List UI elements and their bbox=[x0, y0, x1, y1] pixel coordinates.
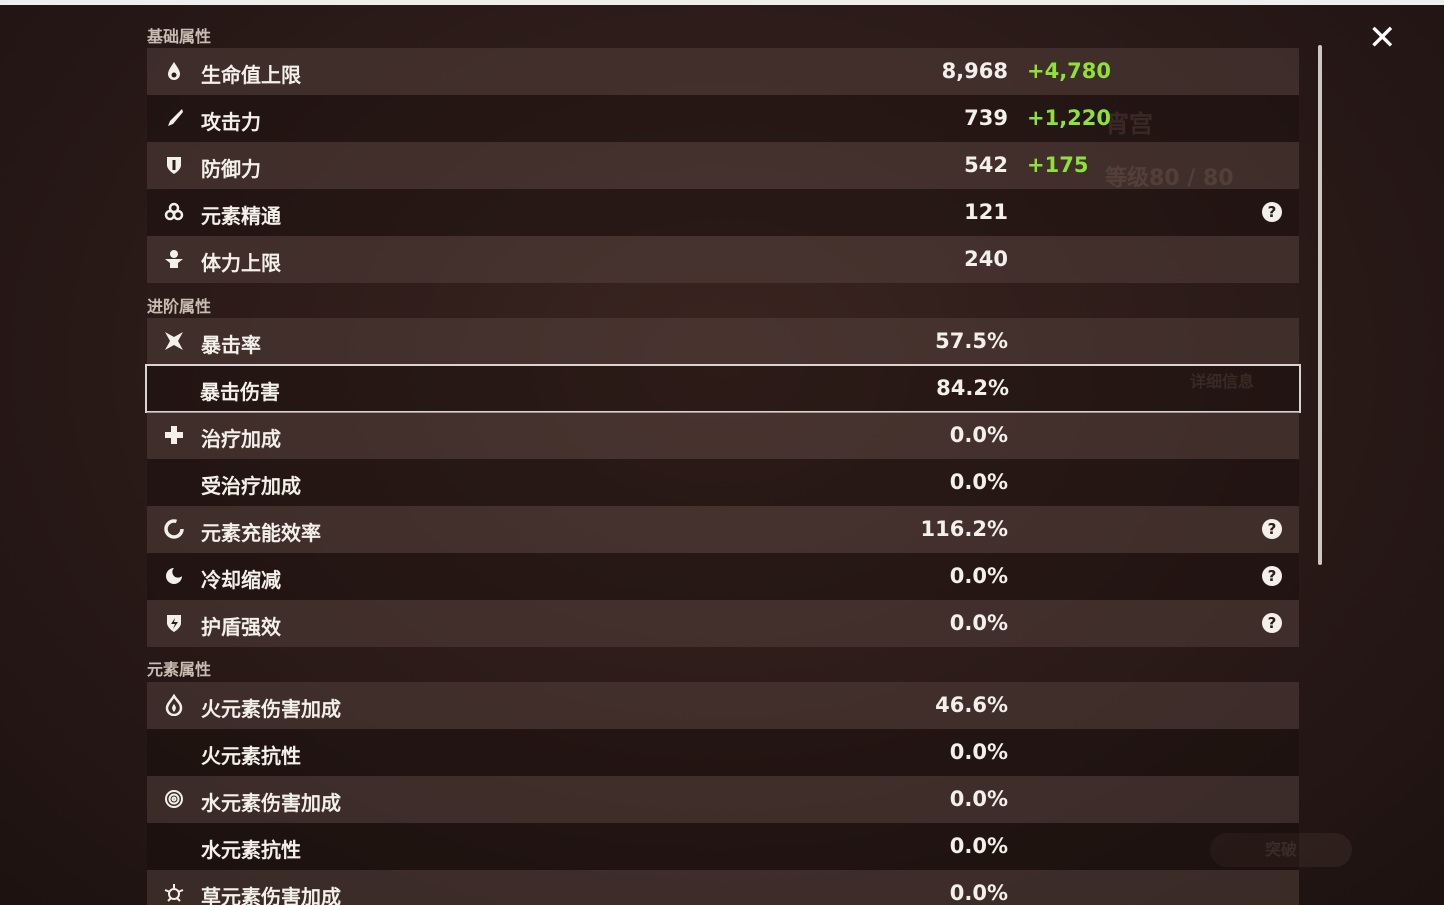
stat-label: 水元素伤害加成 bbox=[201, 791, 341, 815]
stat-row[interactable]: 攻击力 739 +1,220 bbox=[147, 95, 1299, 142]
section-title: 元素属性 bbox=[147, 660, 212, 679]
stat-row[interactable]: 暴击率 57.5% bbox=[147, 318, 1299, 365]
stat-icon bbox=[164, 202, 184, 221]
stat-value: 0.0% bbox=[949, 881, 1008, 905]
stat-icon bbox=[167, 157, 181, 174]
stat-value: 121 bbox=[964, 200, 1008, 224]
stat-value: 0.0% bbox=[949, 470, 1008, 494]
stat-value: 46.6% bbox=[935, 693, 1008, 717]
stat-icon bbox=[168, 109, 183, 126]
bg-details[interactable]: 详细信息 bbox=[1190, 372, 1255, 391]
stat-row[interactable]: 水元素抗性 0.0% bbox=[147, 823, 1299, 870]
help-icon[interactable]: ? bbox=[1262, 566, 1282, 586]
stat-value: 8,968 bbox=[941, 59, 1008, 83]
stat-label: 火元素抗性 bbox=[201, 744, 301, 768]
stat-label: 体力上限 bbox=[201, 251, 281, 275]
stat-value: 542 bbox=[964, 153, 1008, 177]
top-bar bbox=[0, 0, 1444, 5]
stat-value: 240 bbox=[964, 247, 1008, 271]
stat-value: 0.0% bbox=[949, 423, 1008, 447]
stat-icon bbox=[165, 426, 183, 444]
stat-label: 草元素伤害加成 bbox=[201, 885, 341, 905]
stat-value: 739 bbox=[964, 106, 1008, 130]
bg-name: 宵宫 bbox=[1105, 110, 1153, 138]
stat-row[interactable]: 火元素抗性 0.0% bbox=[147, 729, 1299, 776]
section-title: 基础属性 bbox=[147, 27, 212, 46]
stat-row[interactable]: 元素充能效率 116.2%? bbox=[147, 506, 1299, 553]
stat-label: 暴击伤害 bbox=[200, 380, 280, 404]
stat-icon bbox=[164, 884, 184, 902]
bg-level: 等级80 / 80 bbox=[1105, 166, 1234, 191]
stat-row[interactable]: 生命值上限 8,968 +4,780 bbox=[147, 48, 1299, 95]
stat-icon bbox=[165, 790, 183, 808]
stat-value: 0.0% bbox=[949, 564, 1008, 588]
stat-value: 57.5% bbox=[935, 329, 1008, 353]
close-button[interactable]: ✕ bbox=[1368, 18, 1397, 58]
stat-label: 火元素伤害加成 bbox=[201, 697, 341, 721]
stat-row[interactable]: 暴击伤害 84.2% bbox=[145, 364, 1301, 413]
stat-row[interactable]: 元素精通 121? bbox=[147, 189, 1299, 236]
stat-value: 116.2% bbox=[920, 517, 1008, 541]
stat-label: 元素精通 bbox=[201, 204, 281, 228]
help-icon[interactable]: ? bbox=[1262, 202, 1282, 222]
stat-label: 护盾强效 bbox=[201, 615, 281, 639]
stat-bonus: +4,780 bbox=[1027, 59, 1112, 83]
stat-row[interactable]: 草元素伤害加成 0.0% bbox=[147, 870, 1299, 905]
stat-label: 治疗加成 bbox=[201, 427, 281, 451]
stat-bonus: +175 bbox=[1027, 153, 1089, 177]
stat-value: 84.2% bbox=[936, 376, 1009, 400]
stat-label: 暴击率 bbox=[201, 333, 261, 357]
stat-label: 冷却缩减 bbox=[201, 568, 281, 592]
stat-icon bbox=[165, 250, 183, 268]
stat-value: 0.0% bbox=[949, 740, 1008, 764]
stat-row[interactable]: 治疗加成 0.0% bbox=[147, 412, 1299, 459]
help-icon[interactable]: ? bbox=[1262, 613, 1282, 633]
stat-value: 0.0% bbox=[949, 611, 1008, 635]
stat-icon bbox=[164, 519, 184, 539]
stat-row[interactable]: 受治疗加成 0.0% bbox=[147, 459, 1299, 506]
stat-value: 0.0% bbox=[949, 787, 1008, 811]
stat-label: 元素充能效率 bbox=[201, 521, 321, 545]
bg-ascend[interactable]: 突破 bbox=[1210, 833, 1352, 867]
stat-icon bbox=[167, 615, 181, 632]
stat-icon bbox=[168, 62, 180, 80]
section-title: 进阶属性 bbox=[147, 297, 212, 316]
stat-row[interactable]: 护盾强效 0.0%? bbox=[147, 600, 1299, 647]
stat-bonus: +1,220 bbox=[1027, 106, 1112, 130]
stat-row[interactable]: 水元素伤害加成 0.0% bbox=[147, 776, 1299, 823]
stat-icon bbox=[166, 568, 182, 584]
stat-row[interactable]: 火元素伤害加成 46.6% bbox=[147, 682, 1299, 729]
stat-icon bbox=[165, 332, 183, 350]
stat-icon bbox=[165, 694, 183, 716]
stat-label: 受治疗加成 bbox=[201, 474, 301, 498]
stat-value: 0.0% bbox=[949, 834, 1008, 858]
stat-row[interactable]: 冷却缩减 0.0%? bbox=[147, 553, 1299, 600]
stat-row[interactable]: 体力上限 240 bbox=[147, 236, 1299, 283]
stat-label: 水元素抗性 bbox=[201, 838, 301, 862]
scrollbar[interactable] bbox=[1318, 45, 1322, 565]
stat-row[interactable]: 防御力 542 +175 bbox=[147, 142, 1299, 189]
stat-label: 生命值上限 bbox=[201, 63, 301, 87]
help-icon[interactable]: ? bbox=[1262, 519, 1282, 539]
stat-label: 攻击力 bbox=[201, 110, 261, 134]
stat-label: 防御力 bbox=[201, 157, 261, 181]
